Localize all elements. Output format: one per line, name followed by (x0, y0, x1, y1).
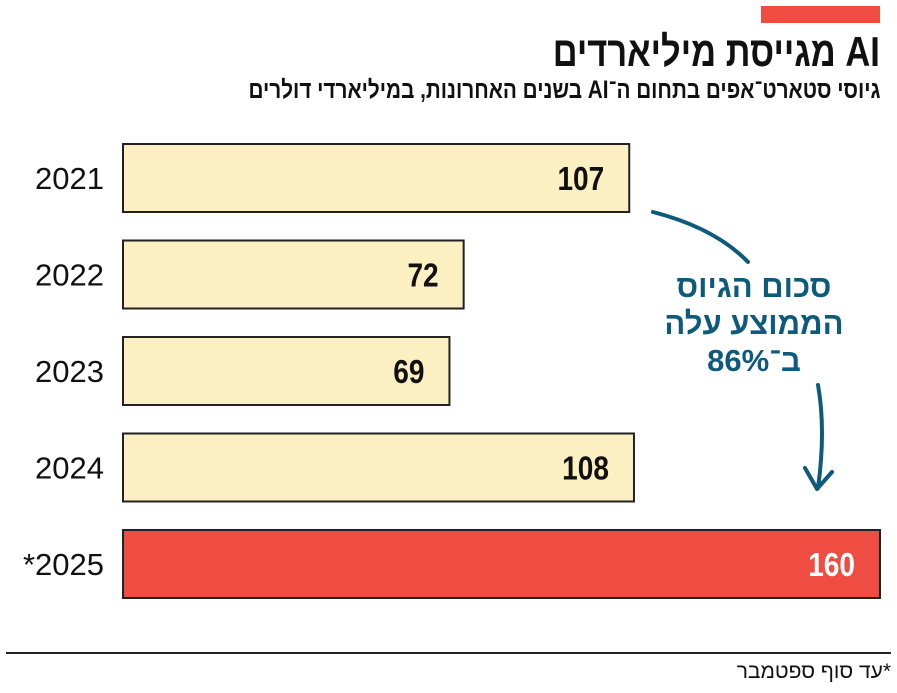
category-label: 2021 (35, 161, 104, 196)
annotation: סכום הגיוס הממוצע עלה ב־86% (650, 268, 858, 379)
value-label: 107 (557, 161, 604, 198)
annotation-line: ב־86% (707, 343, 801, 378)
value-label: 72 (407, 257, 438, 294)
bar (122, 336, 451, 406)
annotation-line: סכום הגיוס (676, 269, 832, 304)
footnote: *עד סוף ספטמבר (736, 660, 891, 683)
footer-divider (6, 652, 891, 654)
category-label: 2024 (35, 451, 104, 486)
bar (122, 432, 635, 503)
category-label: 2022 (35, 258, 104, 293)
value-label: 69 (393, 354, 424, 391)
bar (122, 529, 881, 599)
chart-title: AI מגייסת מיליארדים (553, 28, 880, 75)
value-label: 108 (562, 450, 609, 487)
arrow-shaft (816, 383, 824, 490)
arrow-head-icon (803, 466, 834, 491)
chart-subtitle: גיוסי סטארט־אפים בתחום ה־AI בשנים האחרונ… (247, 76, 880, 104)
category-label: *2025 (23, 547, 104, 582)
accent-bar (761, 6, 880, 23)
bar (122, 239, 465, 310)
value-label: 160 (808, 547, 855, 584)
annotation-line: הממוצע עלה (664, 306, 844, 341)
category-label: 2023 (35, 354, 104, 389)
arrow-top (651, 210, 750, 264)
bar (122, 143, 631, 213)
